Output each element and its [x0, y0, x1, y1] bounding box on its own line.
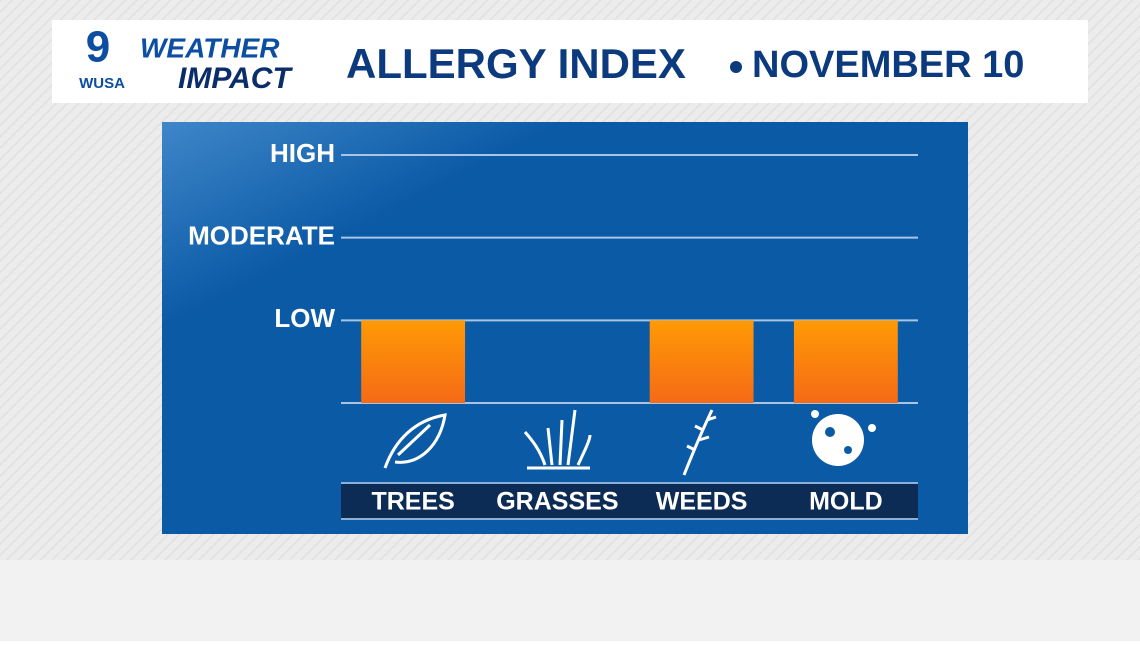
bar — [793, 320, 898, 403]
logo-number: 9 — [86, 23, 110, 72]
x-tick-label: MOLD — [809, 488, 883, 516]
mold-icon — [811, 410, 819, 418]
mold-icon — [812, 414, 864, 466]
y-tick-label: MODERATE — [188, 221, 335, 251]
mold-spot — [825, 427, 835, 437]
chart-subtitle: NOVEMBER 10 — [752, 44, 1024, 86]
separator-dot — [730, 61, 742, 73]
x-tick-label: WEEDS — [656, 488, 748, 516]
leaf-icon — [383, 413, 447, 469]
x-tick-label: TREES — [371, 488, 454, 516]
x-tick-label: GRASSES — [496, 488, 618, 516]
icons — [383, 409, 717, 476]
mold-icon — [868, 424, 876, 432]
y-tick-label: HIGH — [270, 138, 335, 168]
header-bar — [52, 20, 1088, 103]
logo-text: WUSA — [79, 75, 125, 92]
grass-icon — [523, 409, 592, 470]
y-tick-label: LOW — [274, 303, 335, 333]
mold-spot — [844, 446, 852, 454]
brand-top: WEATHER — [140, 32, 280, 63]
bar — [361, 320, 466, 403]
weed-icon — [682, 409, 717, 476]
bar — [649, 320, 754, 403]
background-band — [0, 560, 1140, 641]
category-strip — [341, 483, 918, 519]
chart-title: ALLERGY INDEX — [346, 40, 686, 87]
brand-bottom: IMPACT — [178, 62, 293, 95]
